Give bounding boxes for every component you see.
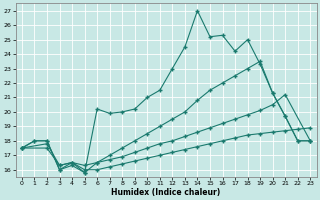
X-axis label: Humidex (Indice chaleur): Humidex (Indice chaleur) [111, 188, 221, 197]
